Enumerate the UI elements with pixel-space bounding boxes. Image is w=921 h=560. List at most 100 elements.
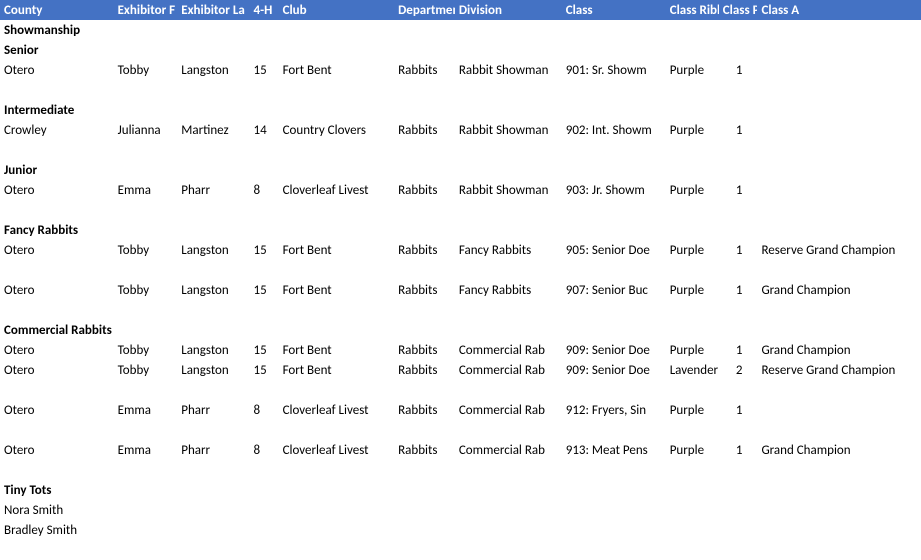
cell: Otero <box>0 363 114 378</box>
table-row <box>0 420 921 440</box>
col-dept: Departmen <box>394 3 455 18</box>
column-header-row: County Exhibitor F Exhibitor La 4-H Club… <box>0 0 921 20</box>
results-sheet: County Exhibitor F Exhibitor La 4-H Club… <box>0 0 921 560</box>
table-row: Junior <box>0 160 921 180</box>
section-title: Commercial Rabbits <box>0 323 118 338</box>
cell: Langston <box>177 63 249 78</box>
cell: 2 <box>719 363 758 378</box>
table-row: OteroEmmaPharr8Cloverleaf LivestRabbitsC… <box>0 400 921 420</box>
cell: 8 <box>250 443 279 458</box>
cell: 15 <box>250 243 279 258</box>
table-row: Bradley Smith <box>0 520 921 540</box>
col-age: 4-H <box>250 3 279 18</box>
cell: Rabbits <box>394 403 455 418</box>
cell: Purple <box>666 443 719 458</box>
cell: Fort Bent <box>279 343 395 358</box>
cell: Pharr <box>177 183 249 198</box>
table-row: OteroTobbyLangston15Fort BentRabbitsFanc… <box>0 280 921 300</box>
table-row: OteroTobbyLangston15Fort BentRabbitsFanc… <box>0 240 921 260</box>
cell: Purple <box>666 123 719 138</box>
cell: Langston <box>177 343 249 358</box>
name-entry: Bradley Smith <box>0 523 118 538</box>
table-row: Intermediate <box>0 100 921 120</box>
cell: 909: Senior Doe <box>562 343 666 358</box>
col-ribbon: Class Ribbo <box>666 3 719 18</box>
cell: 903: Jr. Showm <box>562 183 666 198</box>
col-award: Class A <box>757 3 921 18</box>
cell: Reserve Grand Champion <box>757 363 921 378</box>
table-body: ShowmanshipSeniorOteroTobbyLangston15For… <box>0 20 921 560</box>
cell: 1 <box>719 243 758 258</box>
cell: 8 <box>250 183 279 198</box>
table-row: OteroEmmaPharr8Cloverleaf LivestRabbitsR… <box>0 180 921 200</box>
cell: 8 <box>250 403 279 418</box>
cell: Otero <box>0 63 114 78</box>
cell: Country Clovers <box>279 123 395 138</box>
col-division: Division <box>455 3 562 18</box>
cell: Pharr <box>177 403 249 418</box>
cell: Rabbits <box>394 363 455 378</box>
table-row: OteroTobbyLangston15Fort BentRabbitsRabb… <box>0 60 921 80</box>
cell: Otero <box>0 403 114 418</box>
cell: Emma <box>114 443 178 458</box>
table-row <box>0 200 921 220</box>
cell: Langston <box>177 363 249 378</box>
cell: 901: Sr. Showm <box>562 63 666 78</box>
table-row: Fancy Rabbits <box>0 220 921 240</box>
cell: Tobby <box>114 243 178 258</box>
cell: Lavender <box>666 363 719 378</box>
cell: Purple <box>666 63 719 78</box>
cell: Langston <box>177 243 249 258</box>
name-entry: Nora Smith <box>0 503 118 518</box>
cell: Otero <box>0 183 114 198</box>
cell: Otero <box>0 283 114 298</box>
cell: 907: Senior Buc <box>562 283 666 298</box>
table-row <box>0 260 921 280</box>
cell: Rabbits <box>394 243 455 258</box>
col-club: Club <box>279 3 395 18</box>
section-subtitle: Junior <box>0 163 118 178</box>
cell: Crowley <box>0 123 114 138</box>
cell: Reserve Grand Champion <box>757 243 921 258</box>
cell: 902: Int. Showm <box>562 123 666 138</box>
cell: Purple <box>666 343 719 358</box>
table-row: Showmanship <box>0 20 921 40</box>
cell: 15 <box>250 343 279 358</box>
col-first: Exhibitor F <box>114 3 178 18</box>
table-row <box>0 300 921 320</box>
cell: Grand Champion <box>757 343 921 358</box>
cell: 1 <box>719 343 758 358</box>
cell: Otero <box>0 343 114 358</box>
cell: Rabbit Showman <box>455 63 562 78</box>
cell: Fancy Rabbits <box>455 283 562 298</box>
table-row: Senior <box>0 40 921 60</box>
table-row <box>0 540 921 560</box>
cell: Purple <box>666 243 719 258</box>
cell: Rabbits <box>394 183 455 198</box>
cell: Purple <box>666 403 719 418</box>
cell: Grand Champion <box>757 283 921 298</box>
col-county: County <box>0 3 114 18</box>
cell: Commercial Rab <box>455 363 562 378</box>
cell: Langston <box>177 283 249 298</box>
cell: Fort Bent <box>279 243 395 258</box>
cell: Cloverleaf Livest <box>279 183 395 198</box>
cell: 15 <box>250 363 279 378</box>
table-row <box>0 380 921 400</box>
cell: Tobby <box>114 63 178 78</box>
cell: Martinez <box>177 123 249 138</box>
cell: Rabbit Showman <box>455 183 562 198</box>
section-title: Fancy Rabbits <box>0 223 118 238</box>
section-title: Tiny Tots <box>0 483 118 498</box>
col-place: Class P <box>719 3 758 18</box>
cell: Commercial Rab <box>455 343 562 358</box>
cell: Rabbits <box>394 443 455 458</box>
table-row: Nora Smith <box>0 500 921 520</box>
table-row <box>0 460 921 480</box>
cell: Tobby <box>114 363 178 378</box>
cell: 15 <box>250 283 279 298</box>
cell: 1 <box>719 283 758 298</box>
cell: 913: Meat Pens <box>562 443 666 458</box>
cell: Fort Bent <box>279 363 395 378</box>
cell: Emma <box>114 403 178 418</box>
